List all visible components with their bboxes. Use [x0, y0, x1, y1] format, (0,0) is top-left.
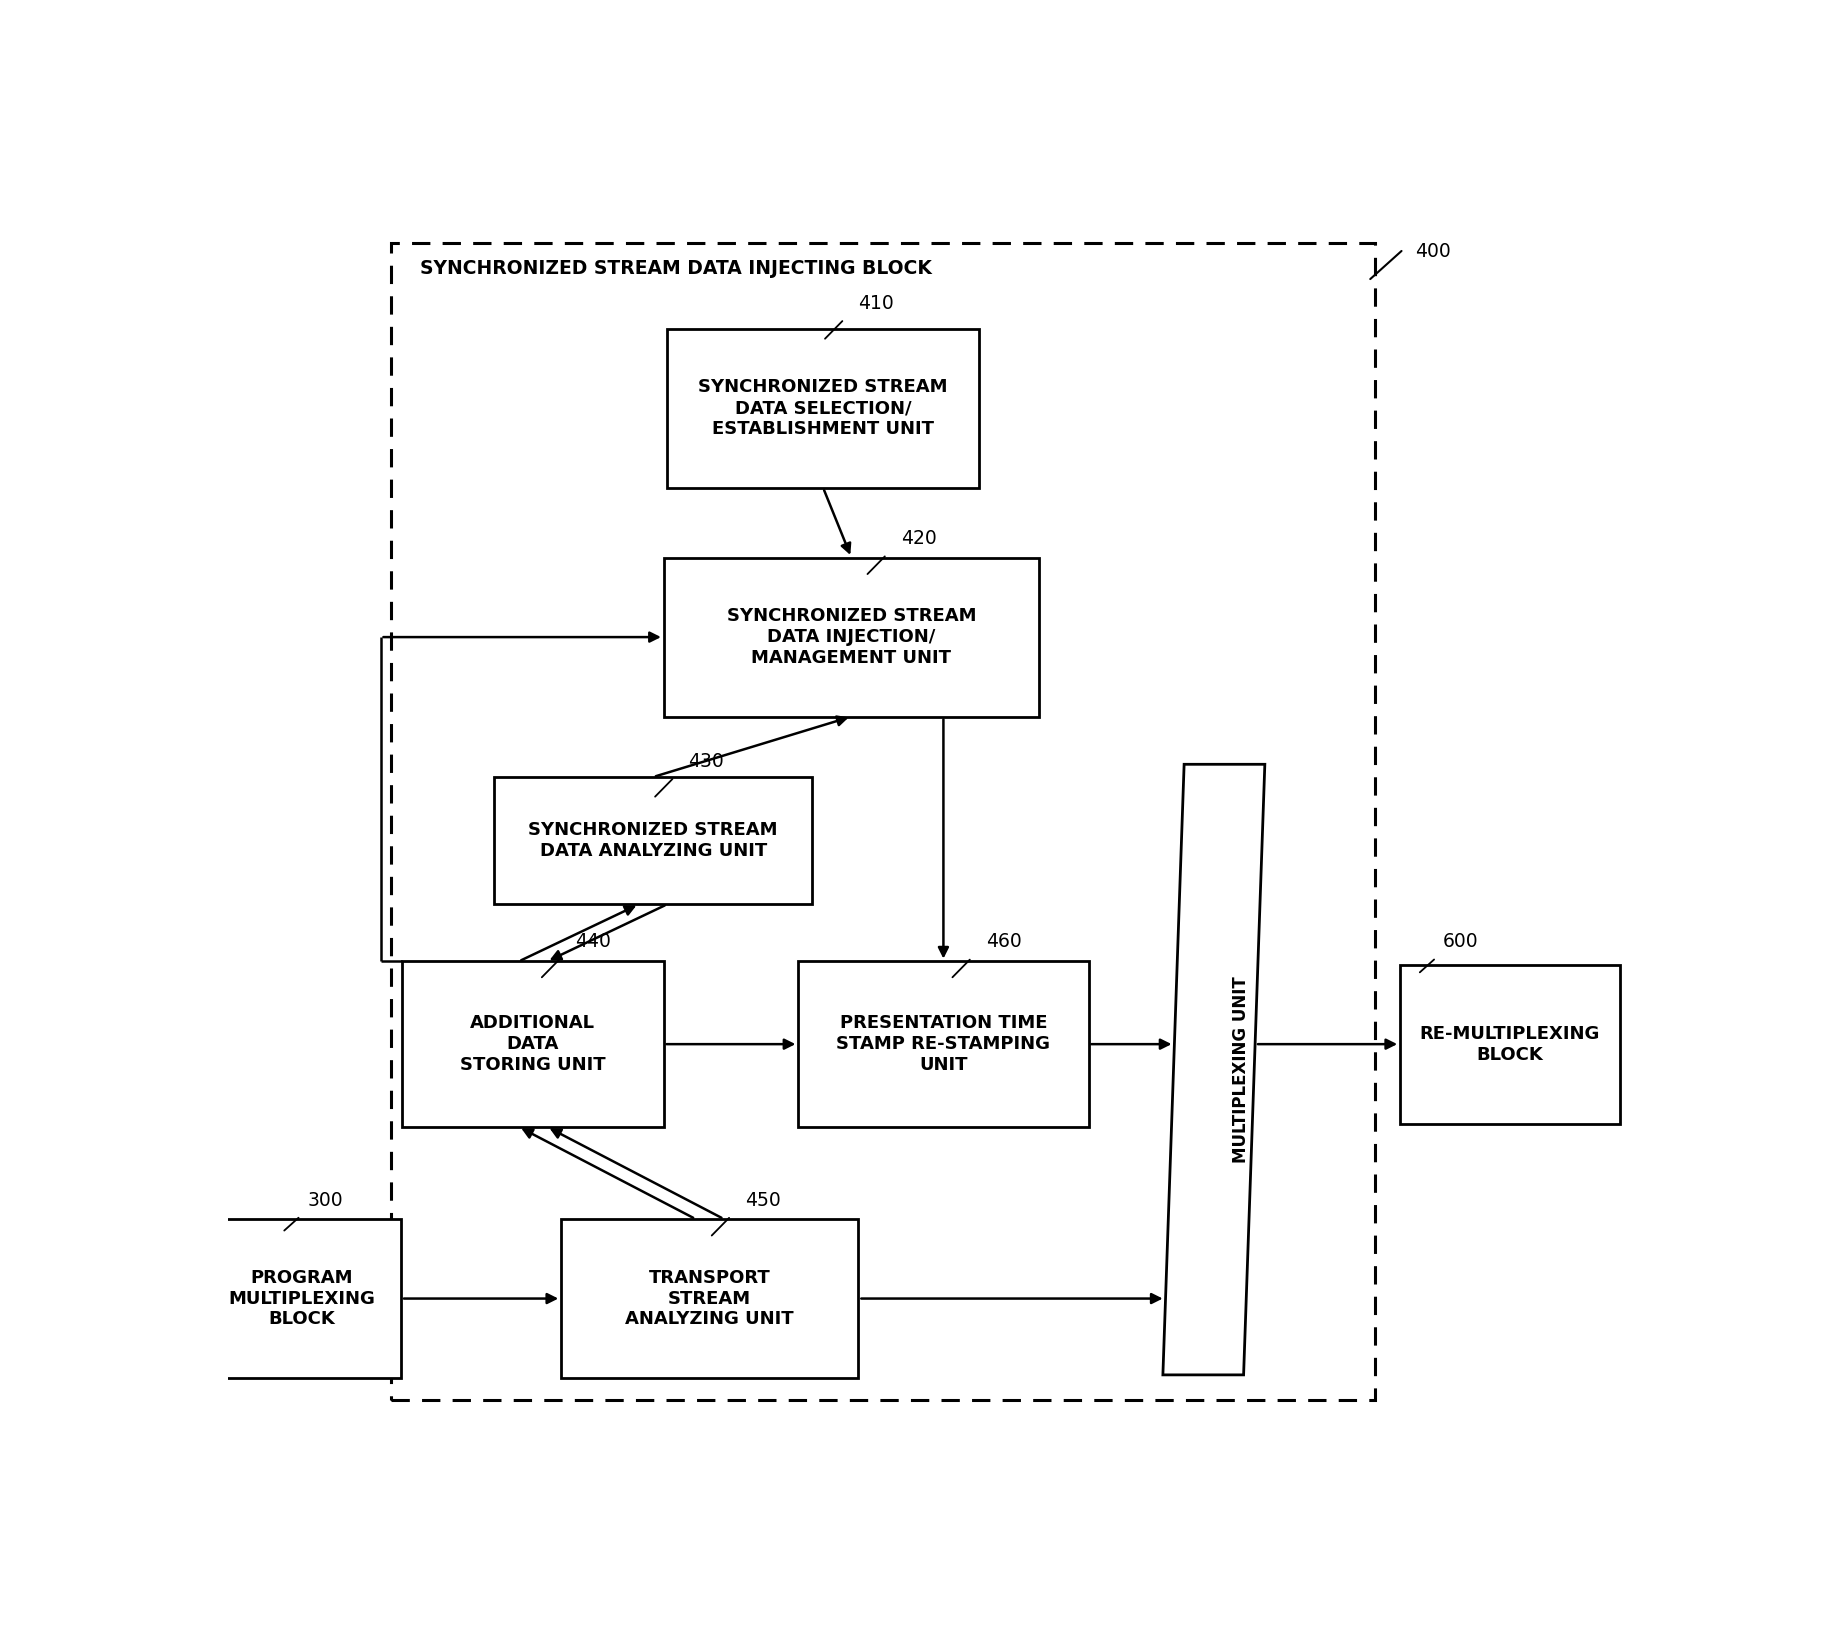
Text: SYNCHRONIZED STREAM
DATA INJECTION/
MANAGEMENT UNIT: SYNCHRONIZED STREAM DATA INJECTION/ MANA…	[727, 608, 976, 667]
Text: PROGRAM
MULTIPLEXING
BLOCK: PROGRAM MULTIPLEXING BLOCK	[228, 1269, 375, 1328]
Text: 300: 300	[307, 1191, 343, 1209]
Text: MULTIPLEXING UNIT: MULTIPLEXING UNIT	[1231, 976, 1250, 1163]
Text: TRANSPORT
STREAM
ANALYZING UNIT: TRANSPORT STREAM ANALYZING UNIT	[625, 1269, 795, 1328]
Text: ADDITIONAL
DATA
STORING UNIT: ADDITIONAL DATA STORING UNIT	[460, 1014, 605, 1074]
Polygon shape	[1162, 765, 1264, 1374]
Text: 430: 430	[689, 752, 723, 770]
Text: SYNCHRONIZED STREAM
DATA SELECTION/
ESTABLISHMENT UNIT: SYNCHRONIZED STREAM DATA SELECTION/ ESTA…	[698, 378, 948, 438]
FancyBboxPatch shape	[663, 558, 1040, 717]
FancyBboxPatch shape	[798, 961, 1089, 1127]
Text: 460: 460	[987, 932, 1021, 952]
FancyBboxPatch shape	[561, 1219, 859, 1378]
FancyBboxPatch shape	[391, 243, 1376, 1401]
Text: 420: 420	[901, 529, 937, 548]
FancyBboxPatch shape	[667, 329, 979, 487]
Text: 450: 450	[745, 1191, 780, 1209]
FancyBboxPatch shape	[203, 1219, 402, 1378]
Text: 410: 410	[859, 294, 893, 312]
Text: SYNCHRONIZED STREAM
DATA ANALYZING UNIT: SYNCHRONIZED STREAM DATA ANALYZING UNIT	[528, 821, 778, 861]
Text: RE-MULTIPLEXING
BLOCK: RE-MULTIPLEXING BLOCK	[1420, 1024, 1600, 1064]
FancyBboxPatch shape	[493, 776, 813, 904]
FancyBboxPatch shape	[402, 961, 663, 1127]
Text: 440: 440	[576, 932, 612, 952]
Text: PRESENTATION TIME
STAMP RE-STAMPING
UNIT: PRESENTATION TIME STAMP RE-STAMPING UNIT	[837, 1014, 1051, 1074]
FancyBboxPatch shape	[1399, 965, 1619, 1123]
Text: SYNCHRONIZED STREAM DATA INJECTING BLOCK: SYNCHRONIZED STREAM DATA INJECTING BLOCK	[420, 259, 932, 278]
Text: 600: 600	[1443, 932, 1478, 952]
Text: 400: 400	[1414, 243, 1451, 261]
